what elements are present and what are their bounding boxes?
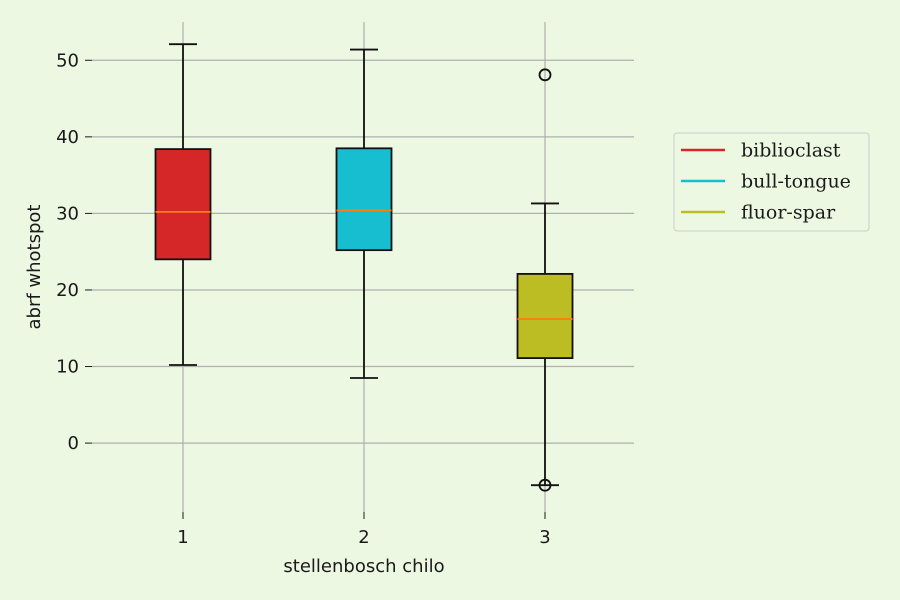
x-axis-title: stellenbosch chilo	[283, 556, 444, 577]
y-tick-label: 0	[68, 433, 79, 454]
axis-layer: 0 10 20 30 40 50 1 2 3	[56, 50, 551, 548]
grid-layer	[92, 22, 634, 512]
outlier-point	[538, 478, 552, 492]
y-axis-title: abrf whotspot	[24, 205, 45, 330]
y-tick-label: 20	[56, 280, 79, 301]
box-layer	[154, 43, 574, 492]
outlier-point	[538, 68, 552, 82]
box-body	[335, 147, 393, 252]
legend-label: biblioclast	[741, 140, 841, 162]
x-tick-label: 2	[358, 527, 369, 548]
legend-label: bull-tongue	[741, 171, 851, 193]
y-tick-label: 30	[56, 203, 79, 224]
y-tick-label: 50	[56, 50, 79, 71]
x-tick-label: 1	[177, 527, 188, 548]
x-tick-label: 3	[539, 527, 550, 548]
y-tick-label: 10	[56, 357, 79, 378]
legend-label: fluor-spar	[741, 202, 836, 224]
box-body	[154, 148, 212, 261]
box-bull-tongue	[335, 48, 393, 379]
y-tick-label: 40	[56, 127, 79, 148]
box-body	[516, 272, 574, 360]
box-biblioclast	[154, 43, 212, 366]
legend: biblioclast bull-tongue fluor-spar	[673, 132, 870, 232]
legend-frame	[673, 132, 870, 232]
box-fluor-spar	[516, 68, 574, 492]
